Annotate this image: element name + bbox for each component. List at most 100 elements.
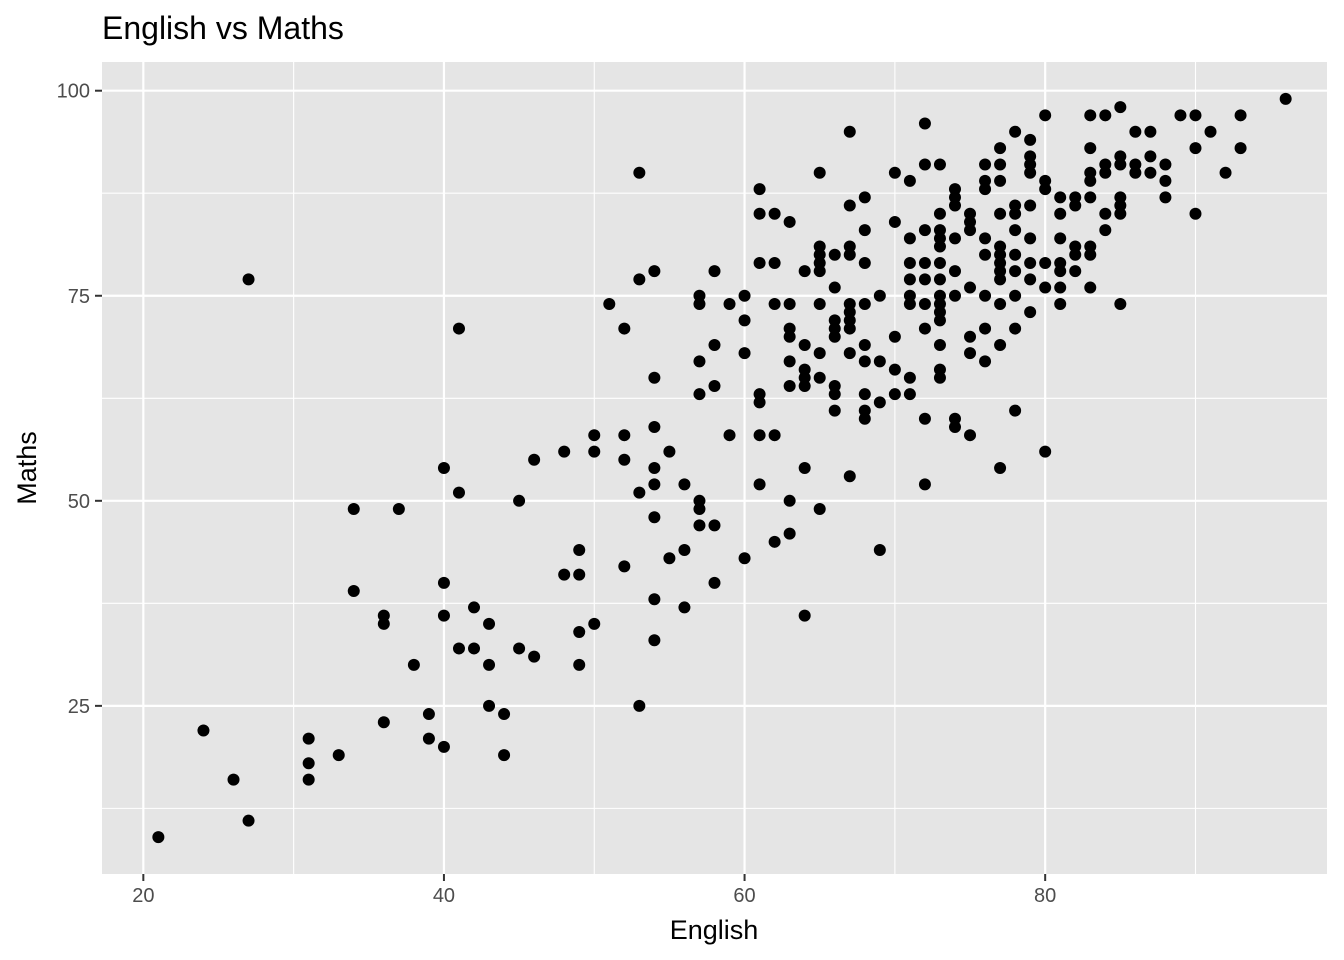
data-point	[903, 273, 916, 286]
data-point	[678, 544, 691, 557]
data-point	[813, 240, 826, 253]
data-point	[948, 191, 961, 204]
data-point	[227, 773, 240, 786]
data-point	[1084, 281, 1097, 294]
data-point	[1129, 158, 1142, 171]
data-point	[738, 314, 751, 327]
data-point	[1084, 191, 1097, 204]
data-point	[1204, 125, 1217, 138]
data-point	[843, 314, 856, 327]
data-point	[918, 322, 931, 335]
data-point	[603, 297, 616, 310]
data-point	[708, 265, 721, 278]
data-point	[994, 265, 1007, 278]
y-tick-label: 25	[68, 696, 90, 718]
data-point	[648, 420, 661, 433]
data-point	[573, 626, 586, 639]
data-point	[783, 355, 796, 368]
data-point	[933, 240, 946, 253]
data-point	[828, 330, 841, 343]
data-point	[783, 527, 796, 540]
data-point	[783, 494, 796, 507]
data-point	[903, 371, 916, 384]
data-point	[979, 158, 992, 171]
data-point	[302, 757, 315, 770]
data-point	[738, 552, 751, 565]
data-point	[1024, 133, 1037, 146]
data-point	[843, 347, 856, 360]
data-point	[933, 338, 946, 351]
data-point	[498, 749, 511, 762]
data-point	[903, 297, 916, 310]
data-point	[888, 215, 901, 228]
data-point	[422, 708, 435, 721]
data-point	[648, 478, 661, 491]
data-point	[1174, 109, 1187, 122]
data-point	[979, 355, 992, 368]
data-point	[693, 355, 706, 368]
data-point	[1099, 224, 1112, 237]
data-point	[708, 379, 721, 392]
data-point	[933, 371, 946, 384]
data-point	[783, 297, 796, 310]
data-point	[648, 371, 661, 384]
data-point	[1114, 207, 1127, 220]
data-point	[858, 297, 871, 310]
data-point	[858, 338, 871, 351]
data-point	[1084, 248, 1097, 261]
data-point	[678, 601, 691, 614]
data-point	[783, 379, 796, 392]
x-axis-label: English	[670, 915, 759, 945]
data-point	[1144, 166, 1157, 179]
data-point	[813, 347, 826, 360]
chart-title: English vs Maths	[102, 10, 344, 46]
data-point	[1069, 240, 1082, 253]
data-point	[1039, 256, 1052, 269]
data-point	[1084, 240, 1097, 253]
data-point	[933, 297, 946, 310]
data-point	[873, 355, 886, 368]
data-point	[483, 658, 496, 671]
data-point	[933, 256, 946, 269]
data-point	[1054, 265, 1067, 278]
data-point	[1069, 191, 1082, 204]
data-point	[1144, 150, 1157, 163]
data-point	[933, 273, 946, 286]
data-point	[1114, 199, 1127, 212]
data-point	[528, 650, 541, 663]
data-point	[723, 297, 736, 310]
data-point	[1084, 174, 1097, 187]
data-point	[994, 297, 1007, 310]
data-point	[753, 388, 766, 401]
data-point	[663, 552, 676, 565]
data-point	[948, 232, 961, 245]
data-point	[558, 445, 571, 458]
data-point	[858, 256, 871, 269]
data-point	[1099, 158, 1112, 171]
data-point	[1024, 306, 1037, 319]
data-point	[377, 609, 390, 622]
data-point	[513, 494, 526, 507]
data-point	[918, 158, 931, 171]
data-point	[933, 224, 946, 237]
data-point	[994, 248, 1007, 261]
data-point	[618, 322, 631, 335]
data-point	[1024, 166, 1037, 179]
data-point	[964, 281, 977, 294]
data-point	[768, 535, 781, 548]
data-point	[918, 273, 931, 286]
data-point	[843, 322, 856, 335]
data-point	[377, 617, 390, 630]
data-point	[843, 125, 856, 138]
data-point	[513, 642, 526, 655]
data-point	[468, 642, 481, 655]
data-point	[1024, 273, 1037, 286]
data-point	[964, 429, 977, 442]
y-tick-label: 50	[68, 491, 90, 513]
data-point	[753, 478, 766, 491]
data-point	[979, 232, 992, 245]
data-point	[618, 560, 631, 573]
data-point	[994, 338, 1007, 351]
data-point	[1069, 248, 1082, 261]
